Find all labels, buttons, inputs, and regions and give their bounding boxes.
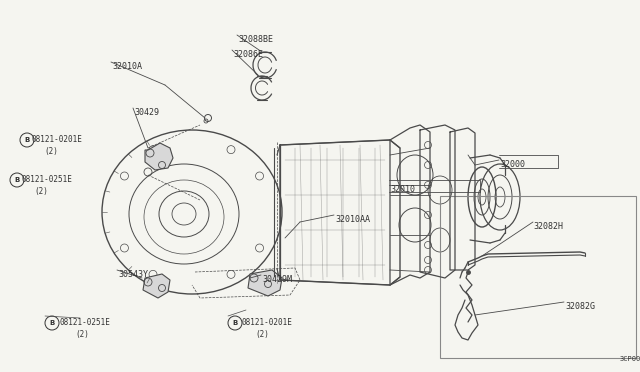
Text: 32088BE: 32088BE xyxy=(238,35,273,44)
Text: 08121-0201E: 08121-0201E xyxy=(32,135,83,144)
Text: B: B xyxy=(14,177,20,183)
Text: (2): (2) xyxy=(44,147,58,156)
Text: 32086E: 32086E xyxy=(233,50,263,59)
Text: 30543Y: 30543Y xyxy=(118,270,148,279)
Text: B: B xyxy=(24,137,29,143)
Text: 3CP00006: 3CP00006 xyxy=(620,356,640,362)
Text: 32010A: 32010A xyxy=(112,62,142,71)
Text: B: B xyxy=(232,320,237,326)
Polygon shape xyxy=(145,143,173,170)
Text: 30429M: 30429M xyxy=(262,275,292,284)
Polygon shape xyxy=(248,270,282,296)
Polygon shape xyxy=(143,274,170,298)
Text: 32082G: 32082G xyxy=(565,302,595,311)
Text: 32000: 32000 xyxy=(500,160,525,169)
Text: 30429: 30429 xyxy=(134,108,159,117)
Text: 32082H: 32082H xyxy=(533,222,563,231)
Text: (2): (2) xyxy=(75,330,89,339)
Text: (2): (2) xyxy=(34,187,48,196)
Bar xyxy=(440,196,636,358)
Text: 08121-0251E: 08121-0251E xyxy=(22,175,73,184)
Text: B: B xyxy=(49,320,54,326)
Text: 32010AA: 32010AA xyxy=(335,215,370,224)
Text: 32010: 32010 xyxy=(390,185,415,194)
Text: 08121-0201E: 08121-0201E xyxy=(242,318,293,327)
Text: (2): (2) xyxy=(255,330,269,339)
Text: 08121-0251E: 08121-0251E xyxy=(60,318,111,327)
